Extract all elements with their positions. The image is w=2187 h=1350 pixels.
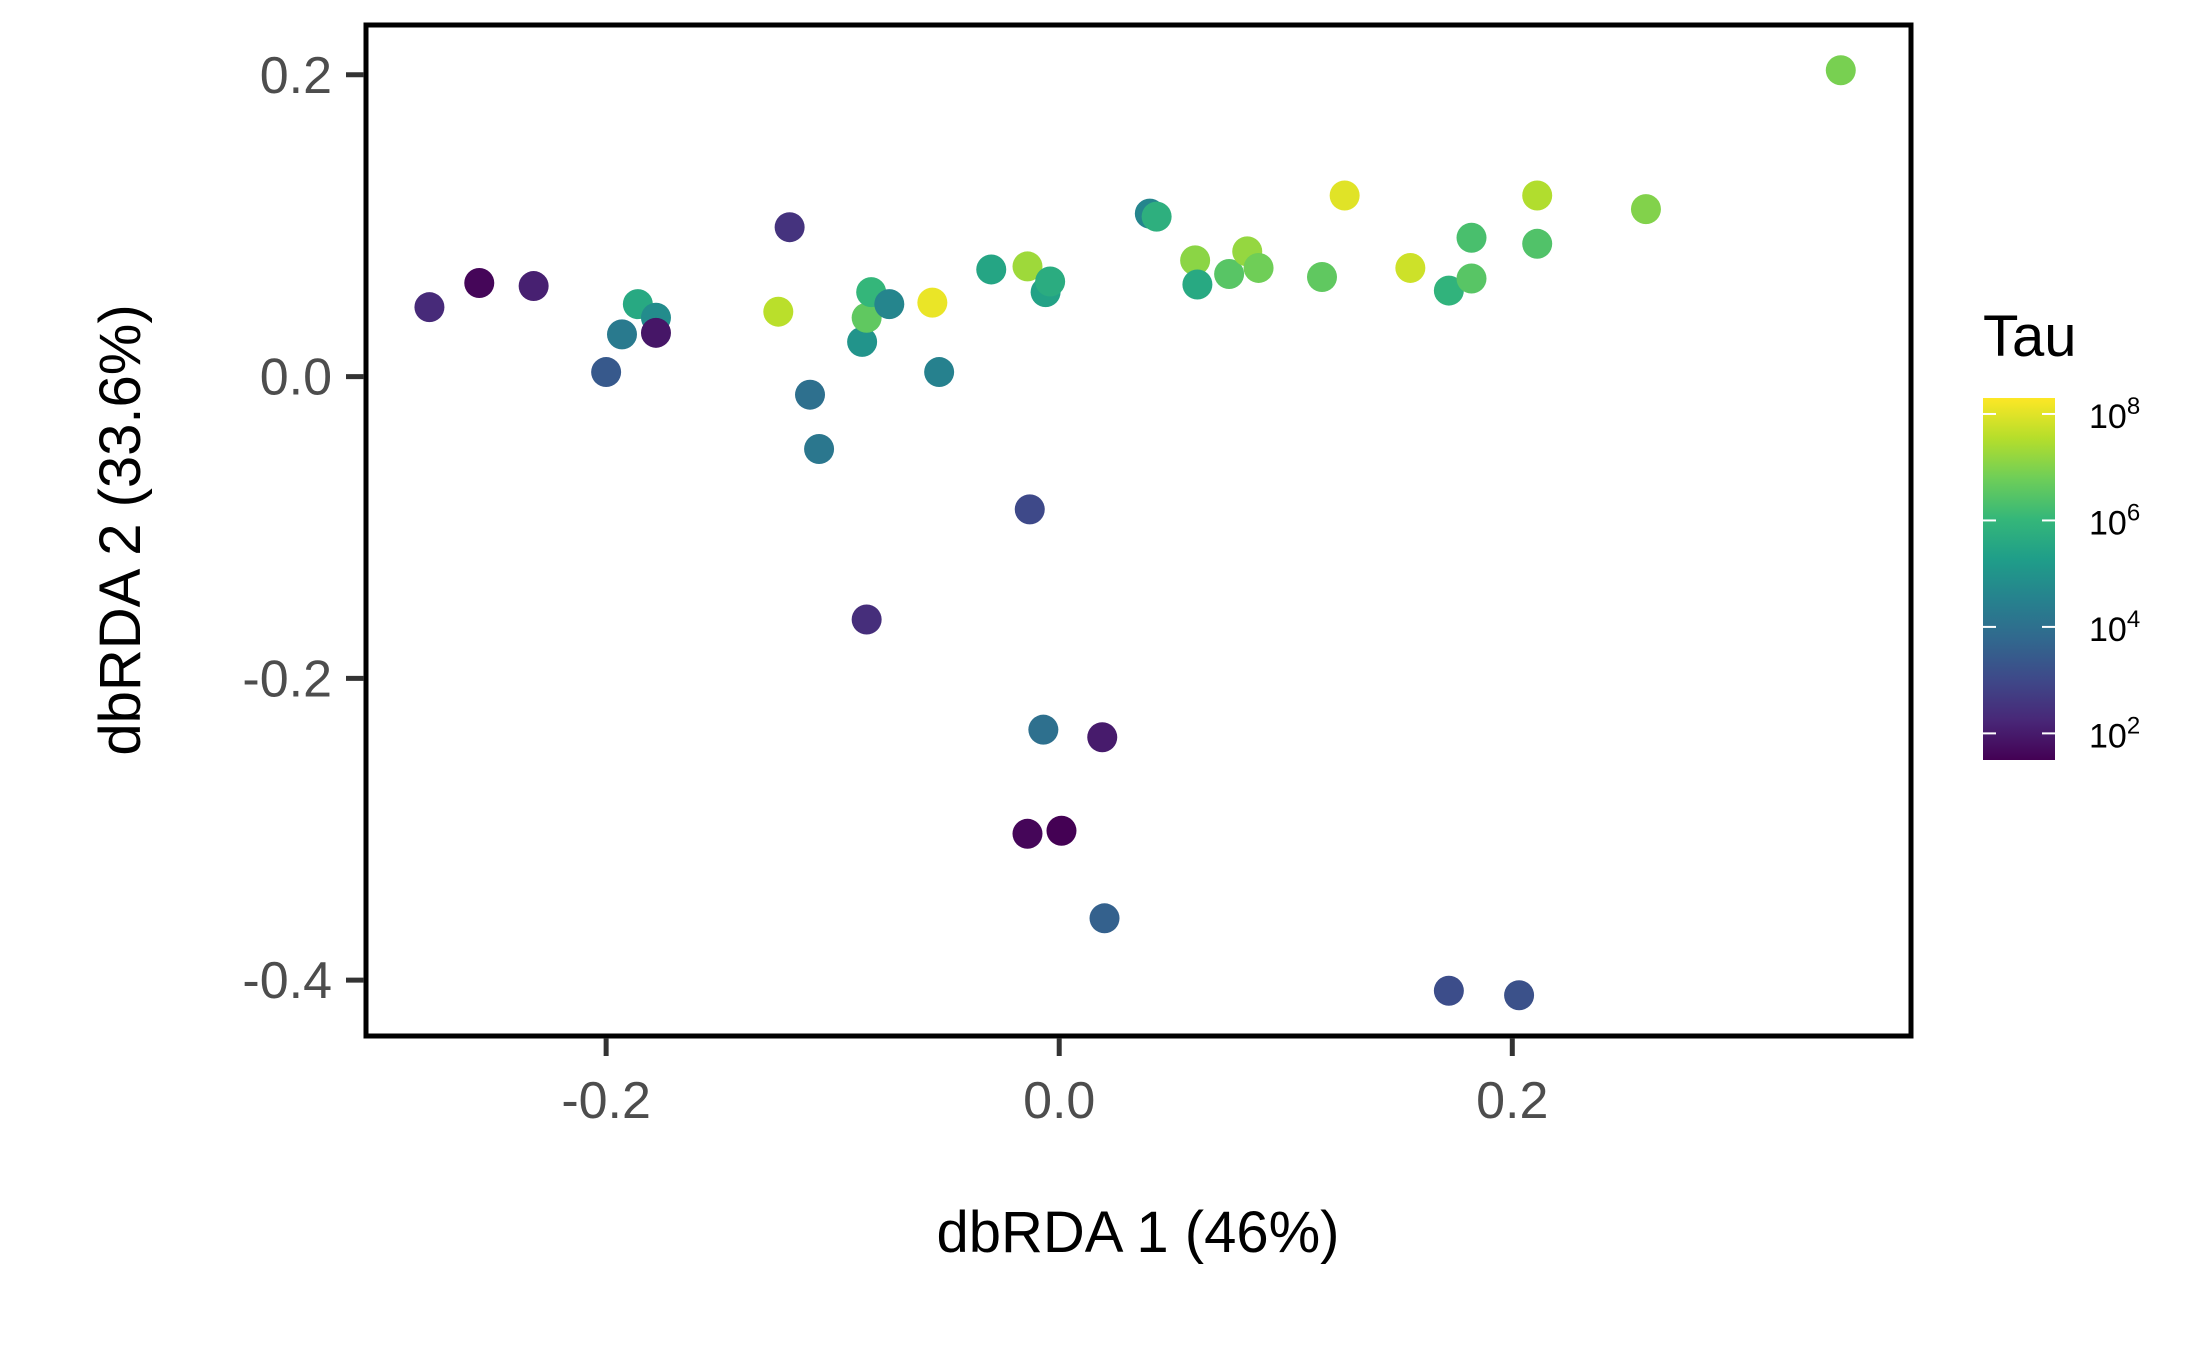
data-point — [763, 296, 794, 327]
data-point — [924, 357, 955, 388]
data-point — [1182, 269, 1213, 300]
data-point — [414, 292, 445, 323]
data-point — [1141, 201, 1172, 232]
points-layer — [414, 55, 1856, 1011]
data-point — [1433, 975, 1464, 1006]
legend-tick-label: 106 — [2089, 499, 2140, 542]
y-axis: 0.2 0.0 -0.2 -0.4 — [242, 47, 364, 1010]
data-point — [874, 289, 905, 320]
legend-ticks: 102 104 106 108 — [1983, 393, 2140, 755]
data-point — [1329, 180, 1360, 211]
legend-tick-label: 104 — [2089, 606, 2140, 649]
y-tick-label: 0.0 — [260, 349, 332, 407]
data-point — [591, 357, 622, 388]
data-point — [1433, 275, 1464, 306]
data-point — [1012, 818, 1043, 849]
data-point — [804, 434, 835, 465]
x-axis-title: dbRDA 1 (46%) — [937, 1200, 1340, 1265]
data-point — [1087, 722, 1118, 753]
y-tick-label: 0.2 — [260, 47, 332, 105]
legend-tick-label: 108 — [2089, 393, 2140, 436]
data-point — [606, 319, 637, 350]
data-point — [1012, 251, 1043, 282]
data-point — [1825, 55, 1856, 86]
data-point — [1180, 245, 1211, 276]
data-point — [464, 268, 495, 299]
y-tick-label: -0.2 — [242, 650, 332, 708]
data-point — [1046, 815, 1077, 846]
x-tick-label: 0.2 — [1476, 1072, 1548, 1130]
data-point — [1630, 194, 1661, 225]
data-point — [851, 604, 882, 635]
data-point — [1035, 266, 1066, 297]
legend-tick-label: 102 — [2089, 712, 2140, 755]
data-point — [1522, 228, 1553, 259]
plot-panel-border — [363, 22, 1914, 1039]
data-point — [774, 212, 805, 243]
data-point — [1089, 903, 1120, 934]
colorbar — [1983, 398, 2055, 760]
data-point — [795, 379, 826, 410]
data-point — [1395, 252, 1426, 283]
data-point — [1243, 252, 1274, 283]
data-point — [1028, 714, 1059, 745]
data-point — [518, 271, 549, 302]
data-point — [640, 317, 671, 348]
data-point — [1214, 258, 1245, 289]
legend-title: Tau — [1983, 304, 2077, 369]
data-point — [976, 254, 1007, 285]
data-point — [917, 287, 948, 318]
data-point — [1522, 180, 1553, 211]
data-point — [847, 326, 878, 357]
x-axis: -0.2 0.0 0.2 — [561, 1038, 1548, 1130]
x-tick-label: 0.0 — [1023, 1072, 1095, 1130]
color-legend: Tau 102 104 106 108 — [1983, 304, 2140, 760]
data-point — [1014, 494, 1045, 525]
y-tick-label: -0.4 — [242, 952, 332, 1010]
x-tick-label: -0.2 — [561, 1072, 651, 1130]
data-point — [1456, 222, 1487, 253]
data-point — [1504, 980, 1535, 1011]
y-axis-title: dbRDA 2 (33.6%) — [88, 304, 153, 755]
data-point — [851, 302, 882, 333]
data-point — [1306, 261, 1337, 292]
data-point — [1456, 263, 1487, 294]
